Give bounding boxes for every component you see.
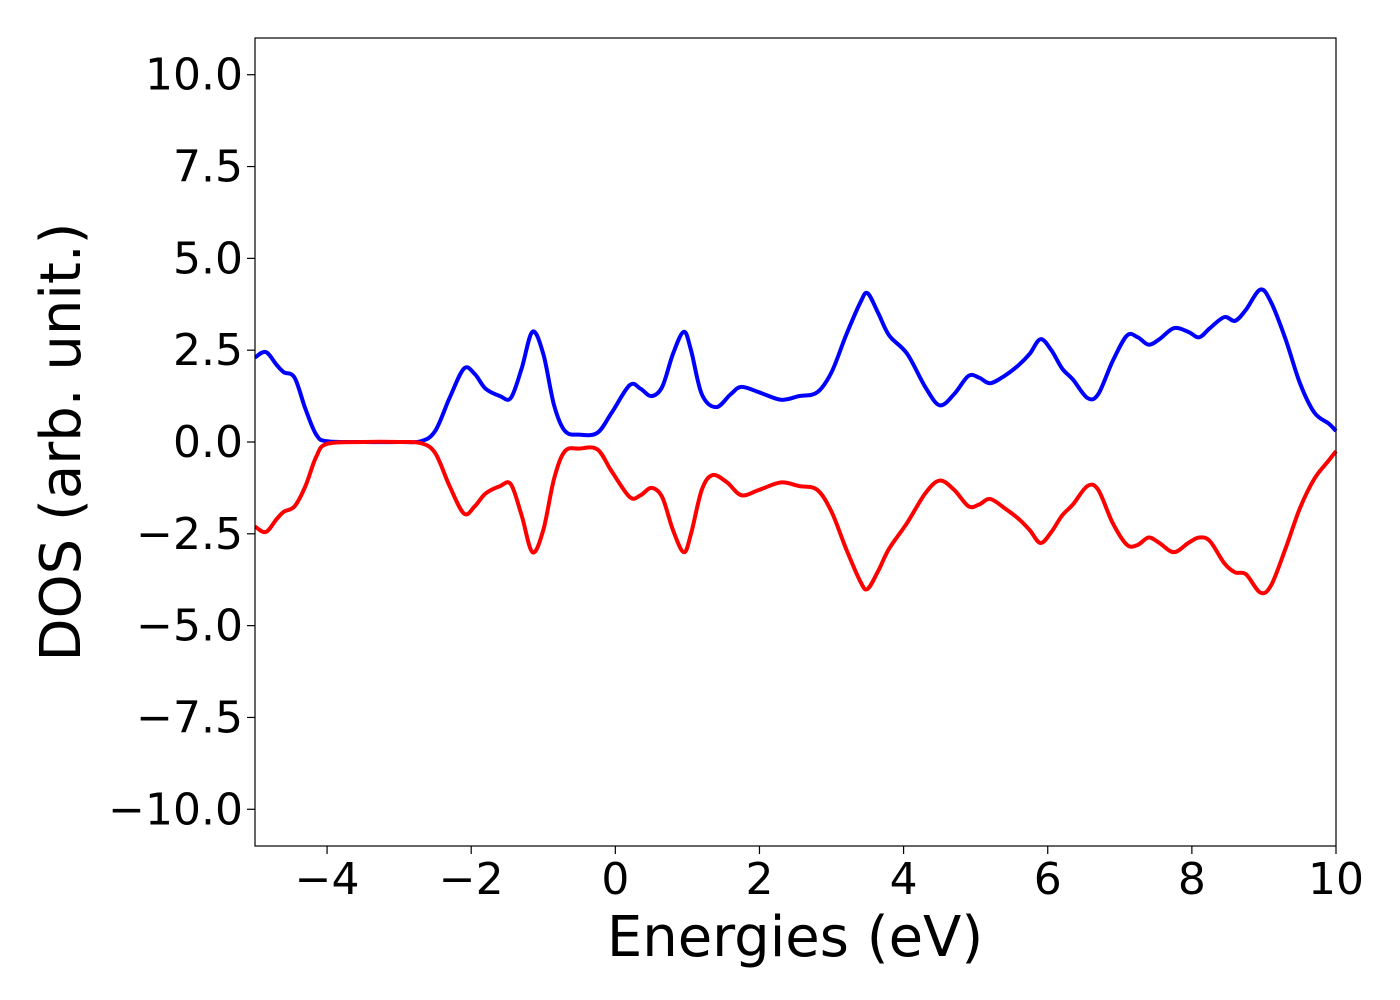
y-tick-label: −5.0 [136,601,243,652]
x-tick-label: 6 [1034,854,1062,905]
y-tick-label: −2.5 [136,509,243,560]
x-tick-label: 2 [745,854,773,905]
series-line-2 [253,439,1338,596]
x-axis-ticks: −4 −2 0 2 4 6 8 10 [295,846,1364,905]
series-line-1 [253,287,1338,445]
plot-area [255,38,1336,846]
x-axis-label: Energies (eV) [607,905,983,970]
y-tick-label: 5.0 [173,233,243,284]
y-tick-label: 0.0 [173,417,243,468]
x-tick-label: 8 [1178,854,1206,905]
y-tick-label: −10.0 [108,784,243,835]
y-tick-label: 10.0 [145,50,243,101]
series-layer [253,287,1338,596]
y-axis-ticks: 10.0 7.5 5.0 2.5 0.0 −2.5 −5.0 −7.5 −10.0 [108,50,255,835]
x-tick-label: 0 [601,854,629,905]
y-axis-label: DOS (arb. unit.) [29,222,94,661]
x-tick-label: 4 [890,854,918,905]
x-tick-label: −2 [439,854,504,905]
x-tick-label: −4 [295,854,360,905]
y-tick-label: 2.5 [173,325,243,376]
y-tick-label: −7.5 [136,692,243,743]
x-tick-label: 10 [1308,854,1364,905]
y-tick-label: 7.5 [173,142,243,193]
